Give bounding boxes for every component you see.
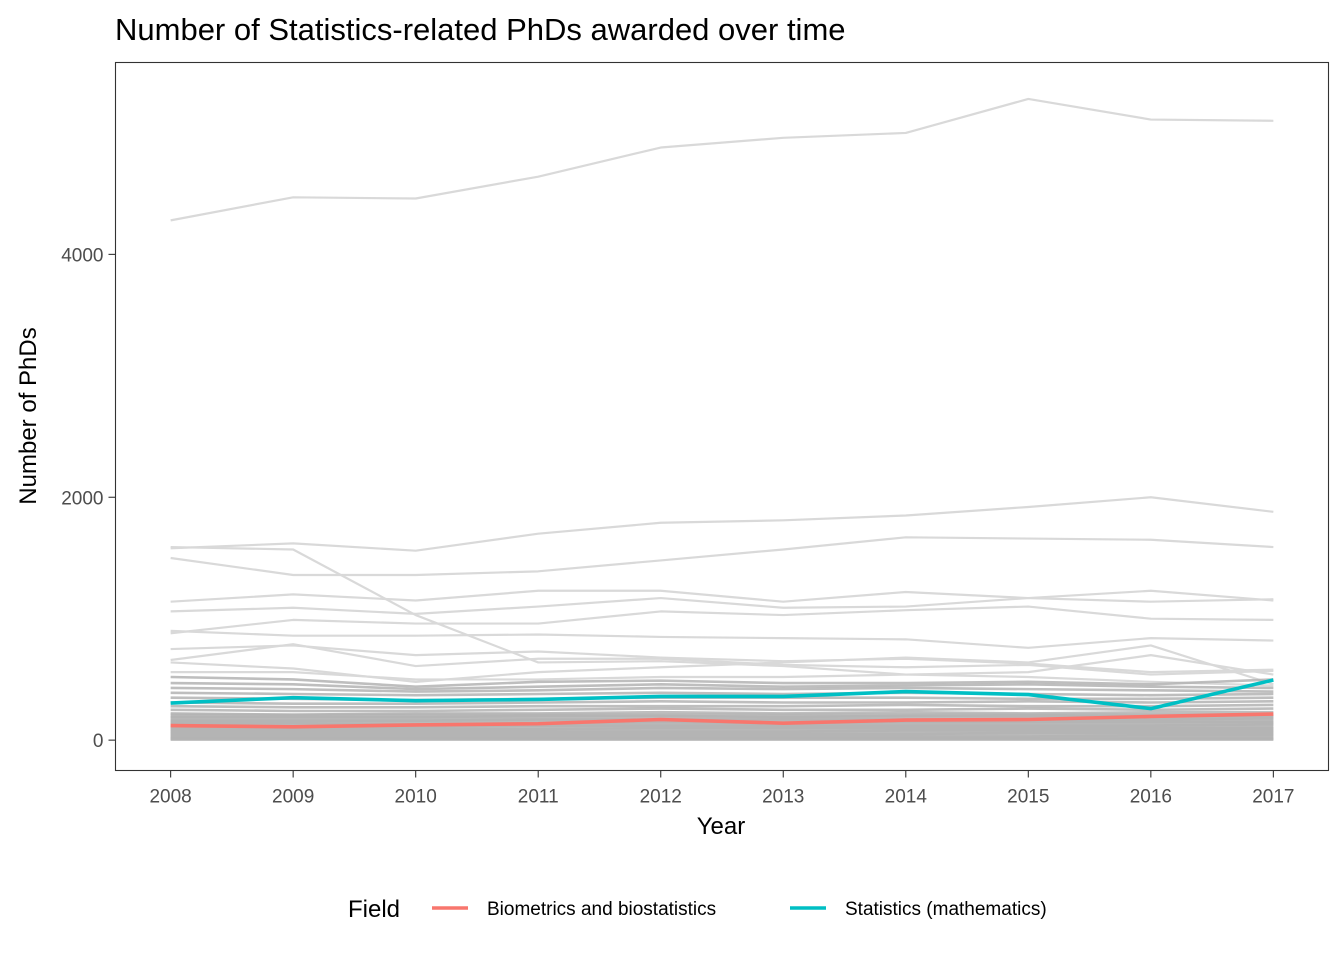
y-axis: 0 2000 4000	[61, 245, 116, 752]
background-series-line	[170, 681, 1274, 691]
background-series-line	[170, 97, 1274, 222]
x-tick-label: 2011	[518, 787, 559, 808]
background-series-line	[170, 536, 1274, 577]
x-tick-label: 2009	[272, 787, 314, 808]
background-series-line	[170, 589, 1274, 603]
y-axis-title: Number of PhDs	[15, 327, 42, 504]
plot-panel-border	[114, 61, 1330, 772]
background-series-line	[170, 691, 1274, 697]
background-series-line	[170, 643, 1274, 676]
series-line-statistics	[170, 678, 1274, 711]
y-tick-label: 4000	[61, 245, 103, 266]
background-series-line	[170, 589, 1274, 615]
x-tick-label: 2014	[885, 787, 928, 808]
x-axis: 2008 2009 2010 2011 2012 2013 2014 2015 2016 2017	[149, 770, 1295, 808]
legend-title: Field	[348, 896, 400, 923]
background-series-line	[170, 496, 1274, 552]
background-series-group	[170, 97, 1274, 741]
legend-label-statistics: Statistics (mathematics)	[845, 899, 1047, 920]
x-tick-label: 2017	[1252, 787, 1294, 808]
background-series-line	[170, 675, 1274, 689]
legend-label-biometrics: Biometrics and biostatistics	[487, 899, 716, 920]
x-tick-label: 2012	[640, 787, 682, 808]
background-series-line	[170, 629, 1274, 649]
x-tick-label: 2013	[762, 787, 804, 808]
chart-title: Number of Statistics-related PhDs awarde…	[115, 12, 846, 47]
background-series-line	[170, 703, 1274, 709]
background-series-line	[170, 644, 1274, 674]
legend: Field Biometrics and biostatistics Stati…	[348, 896, 1047, 923]
y-tick-label: 2000	[61, 488, 103, 509]
x-tick-label: 2016	[1130, 787, 1172, 808]
y-tick-label: 0	[93, 731, 104, 752]
background-series-line	[170, 707, 1274, 713]
highlighted-series-group	[170, 678, 1274, 729]
background-series-line	[170, 605, 1274, 635]
x-tick-label: 2015	[1007, 787, 1049, 808]
background-series-line	[170, 686, 1274, 693]
x-axis-title: Year	[697, 813, 746, 840]
background-series-line	[170, 654, 1274, 681]
series-line-biometrics	[170, 712, 1274, 729]
x-tick-label: 2010	[395, 787, 437, 808]
background-series-line	[170, 545, 1274, 687]
x-tick-label: 2008	[149, 787, 191, 808]
